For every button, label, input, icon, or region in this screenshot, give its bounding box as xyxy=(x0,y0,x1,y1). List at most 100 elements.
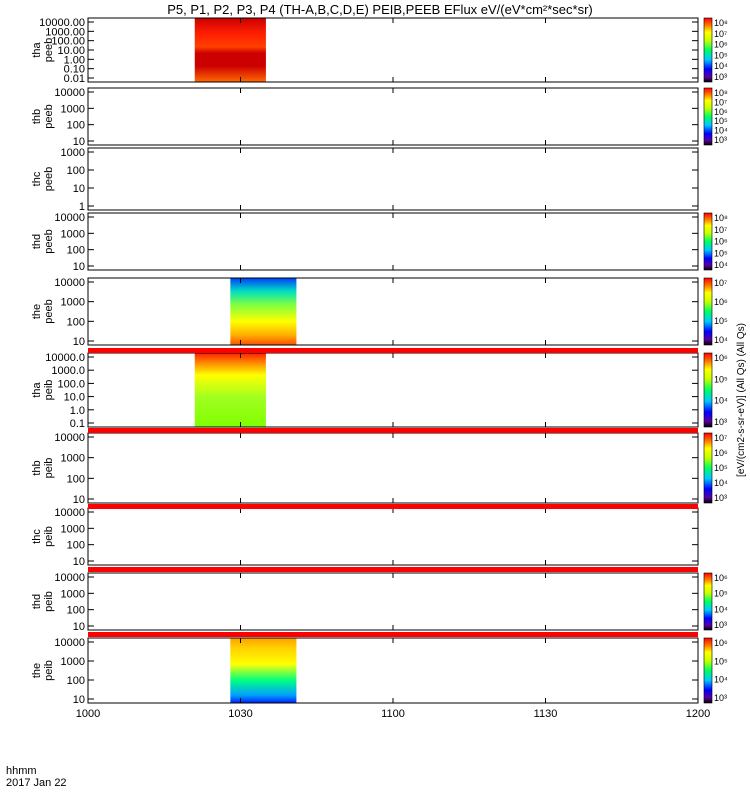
colorbar-tick-the-peeb-1: 10⁶ xyxy=(714,297,728,307)
panel-label-instrument-thb-peeb: peeb xyxy=(43,104,55,128)
colorbar-tick-thb-peeb-4: 10⁴ xyxy=(714,126,728,136)
colorbar-tick-thb-peib-2: 10⁵ xyxy=(714,463,728,473)
ytick-label-the-peib-0: 10000 xyxy=(54,637,85,649)
ytick-label-tha-peeb-1: 1000.00 xyxy=(45,26,85,38)
ytick-label-thd-peeb-1: 1000 xyxy=(61,228,85,240)
ytick-label-tha-peib-4: 1.0 xyxy=(70,405,85,417)
ytick-label-tha-peib-0: 10000.0 xyxy=(45,352,85,364)
chart-title: P5, P1, P2, P3, P4 (TH-A,B,C,D,E) PEIB,P… xyxy=(167,2,593,17)
colorbar-tick-tha-peeb-4: 10⁴ xyxy=(714,61,728,71)
mode-bar-4 xyxy=(88,632,698,637)
colorbar-tick-the-peeb-2: 10⁵ xyxy=(714,316,728,326)
xtick-label-1: 1030 xyxy=(228,708,252,720)
frame-thd-peeb xyxy=(87,212,699,271)
colorbar-tick-thd-peeb-3: 10⁵ xyxy=(714,248,728,258)
ytick-label-thb-peib-3: 10 xyxy=(73,494,85,506)
ytick-label-thb-peib-1: 1000 xyxy=(61,453,85,465)
spectrogram-the-peeb xyxy=(230,278,297,345)
panel-label-instrument-the-peib: peib xyxy=(43,660,55,681)
colorbar-thd-peeb xyxy=(703,212,713,271)
panel-label-instrument-thd-peib: peib xyxy=(43,591,55,612)
ytick-label-the-peeb-0: 10000 xyxy=(54,277,85,289)
panel-label-instrument-the-peeb: peeb xyxy=(43,299,55,323)
ytick-label-thb-peeb-2: 100 xyxy=(67,120,85,132)
ytick-label-thd-peeb-2: 100 xyxy=(67,245,85,257)
colorbar-tick-the-peib-0: 10⁶ xyxy=(714,638,728,648)
colorbar-the-peeb xyxy=(703,277,713,346)
panel-label-instrument-thb-peib: peib xyxy=(43,458,55,479)
panel-thc-peib: 10000 1000 100 10 thc peib xyxy=(31,507,699,568)
colorbar-tick-tha-peib-1: 10⁵ xyxy=(714,374,728,384)
spectrogram-tha-peeb xyxy=(194,18,266,82)
ytick-label-the-peeb-1: 1000 xyxy=(61,297,85,309)
panel-the-peeb: 10000 1000 100 10 the peeb 10⁷ 10⁶ 10⁵ 10⁴ xyxy=(31,277,728,348)
ytick-label-the-peeb-3: 10 xyxy=(73,336,85,348)
panel-thd-peib: 10000 1000 100 10 thd peib 10⁶ 10⁵ 10⁴ 10³ xyxy=(31,572,728,633)
ytick-label-thc-peib-2: 100 xyxy=(67,540,85,552)
ytick-label-tha-peib-1: 1000.0 xyxy=(51,365,85,377)
frame-thc-peeb xyxy=(87,147,699,211)
colorbar-tick-the-peib-2: 10⁴ xyxy=(714,675,728,685)
panel-label-spacecraft-thd-peib: thd xyxy=(31,594,43,609)
ytick-label-thd-peib-2: 100 xyxy=(67,605,85,617)
frame-thb-peib xyxy=(87,432,699,504)
ytick-label-thc-peeb-3: 1 xyxy=(79,201,85,213)
xtick-label-0: 1000 xyxy=(76,708,100,720)
colorbar-tick-thb-peib-4: 10³ xyxy=(714,493,727,503)
ytick-label-the-peib-1: 1000 xyxy=(61,656,85,668)
colorbar-tick-thd-peeb-2: 10⁶ xyxy=(714,237,728,247)
colorbar-tick-thd-peib-2: 10⁴ xyxy=(714,604,728,614)
ytick-label-thd-peeb-3: 10 xyxy=(73,261,85,273)
panel-label-spacecraft-the-peib: the xyxy=(31,663,43,678)
panel-label-spacecraft-thb-peeb: thb xyxy=(31,109,43,124)
mode-bar-1 xyxy=(88,428,698,433)
ytick-label-tha-peeb-2: 100.00 xyxy=(51,36,85,48)
colorbar-thb-peib xyxy=(703,432,713,504)
ytick-label-thd-peib-1: 1000 xyxy=(61,588,85,600)
panel-label-spacecraft-thc-peeb: thc xyxy=(31,171,43,186)
colorbar-tick-thd-peib-0: 10⁶ xyxy=(714,573,728,583)
panel-the-peib: 10000 1000 100 10 the peib 10⁶ 10⁵ 10⁴ 10³ xyxy=(31,637,728,706)
colorbar-tick-thd-peib-1: 10⁵ xyxy=(714,589,728,599)
ytick-label-thc-peib-0: 10000 xyxy=(54,507,85,519)
mode-bar-3 xyxy=(88,567,698,572)
colorbar-tick-tha-peib-2: 10⁴ xyxy=(714,396,728,406)
ytick-label-tha-peib-5: 0.1 xyxy=(70,418,85,430)
colorbar-tick-thb-peib-1: 10⁶ xyxy=(714,448,728,458)
time-axis-caption: hhmm 2017 Jan 22 xyxy=(6,765,67,789)
ytick-label-thc-peeb-0: 1000 xyxy=(61,147,85,159)
ytick-label-thd-peib-3: 10 xyxy=(73,621,85,633)
frame-tha-peib xyxy=(87,352,699,428)
colorbar-tick-thb-peeb-2: 10⁶ xyxy=(714,107,728,117)
panel-label-instrument-thc-peeb: peeb xyxy=(43,167,55,191)
ytick-label-tha-peeb-4: 1.00 xyxy=(64,54,85,66)
colorbar-tick-tha-peeb-3: 10⁵ xyxy=(714,50,728,60)
colorbar-tick-thb-peeb-0: 10⁸ xyxy=(714,88,728,98)
colorbar-tha-peeb xyxy=(703,17,713,83)
panel-thc-peeb: 1000 100 10 1 thc peeb xyxy=(31,147,699,213)
colorbar-tick-tha-peib-3: 10³ xyxy=(714,417,727,427)
panel-label-spacecraft-tha-peib: tha xyxy=(31,381,43,397)
panel-label-spacecraft-thd-peeb: thd xyxy=(31,234,43,249)
colorbar-tick-tha-peeb-5: 10³ xyxy=(714,72,727,82)
ytick-label-thc-peib-1: 1000 xyxy=(61,523,85,535)
ytick-label-thb-peib-2: 100 xyxy=(67,473,85,485)
ytick-label-tha-peib-2: 100.0 xyxy=(57,378,85,390)
frame-the-peeb xyxy=(87,277,699,346)
ytick-label-the-peib-2: 100 xyxy=(67,675,85,687)
mode-bar-0 xyxy=(88,348,698,353)
panel-label-instrument-tha-peib: peib xyxy=(43,380,55,401)
panel-thb-peib: 10000 1000 100 10 thb peib 10⁷ 10⁶ 10⁵ 10⁴ 10³ xyxy=(31,432,728,506)
spectrogram-tha-peib xyxy=(194,353,266,427)
ytick-label-the-peeb-2: 100 xyxy=(67,316,85,328)
mode-bar-2 xyxy=(88,504,698,509)
xtick-label-3: 1130 xyxy=(534,708,558,720)
ytick-label-thb-peib-0: 10000 xyxy=(54,432,85,444)
ytick-label-thb-peeb-0: 10000 xyxy=(54,87,85,99)
ytick-label-tha-peeb-5: 0.10 xyxy=(64,64,85,76)
colorbar-tick-tha-peeb-0: 10⁸ xyxy=(714,18,728,28)
colorbar-the-peib xyxy=(703,637,713,704)
colorbar-tick-thd-peib-3: 10³ xyxy=(714,620,727,630)
